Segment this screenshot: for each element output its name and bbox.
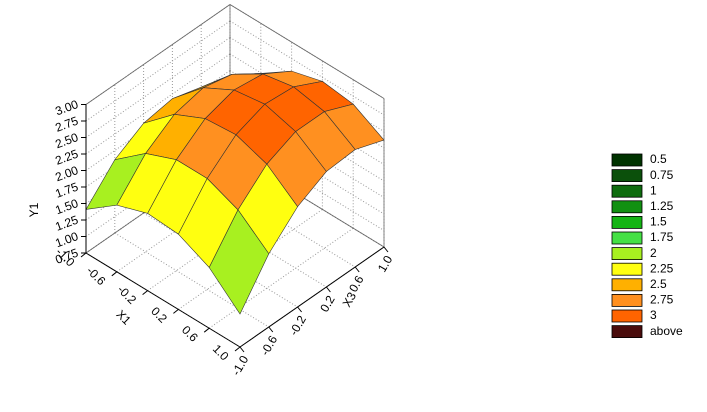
legend-swatch	[611, 309, 643, 323]
z-grid-line	[85, 37, 231, 138]
legend-swatch	[611, 169, 643, 183]
x-tick-label: 0.6	[179, 323, 201, 345]
z-grid-line	[85, 20, 231, 122]
legend-swatch	[611, 231, 643, 245]
x-axis-label: X1	[113, 307, 134, 328]
legend-label: 1.5	[650, 215, 667, 229]
legend-label: 0.5	[650, 152, 667, 166]
legend-label: 1.75	[650, 230, 674, 244]
y-tick-label: -0.2	[286, 313, 309, 338]
y-tick	[326, 286, 331, 293]
z-axis-label: Y1	[27, 202, 41, 217]
y-tick	[268, 326, 274, 333]
y-tick	[354, 266, 360, 273]
y-grid-line	[114, 232, 270, 328]
legend-swatch	[611, 325, 643, 339]
y-tick-label: 0.2	[317, 293, 338, 315]
y-tick	[297, 306, 302, 313]
legend-label: 2	[650, 246, 657, 260]
x-tick	[203, 327, 210, 333]
legend-swatch	[611, 184, 643, 198]
axis-line	[239, 246, 385, 348]
legend-swatch	[611, 215, 643, 229]
y-tick	[383, 246, 389, 253]
x-tick-label: 1.0	[210, 342, 232, 364]
x-tick-label: 0.2	[148, 304, 170, 326]
box-edge	[85, 4, 231, 105]
legend-swatch	[611, 153, 643, 167]
z-grid-line	[85, 53, 231, 155]
x-grid-line	[208, 227, 354, 329]
legend-swatch	[611, 247, 643, 261]
legend-label: 1.25	[650, 199, 674, 213]
legend-label: 1	[650, 183, 657, 197]
box-edge	[229, 4, 385, 99]
legend-swatch	[611, 200, 643, 214]
x-tick	[173, 309, 179, 314]
x-tick-label: -0.2	[115, 282, 140, 307]
legend-swatch	[611, 293, 643, 307]
y-tick-label: 1.0	[375, 253, 396, 275]
z-tick-label: 3.00	[53, 97, 80, 118]
legend-label: 2.75	[650, 293, 674, 307]
x-tick	[111, 271, 118, 277]
legend-swatch	[611, 278, 643, 292]
y-tick-label: -0.6	[258, 333, 281, 358]
legend-label: 2.25	[650, 261, 674, 275]
z-grid-line	[229, 20, 385, 116]
surface-patch	[208, 209, 270, 315]
legend-label: 2.5	[650, 277, 667, 291]
y-axis-label: X3	[340, 289, 360, 309]
legend-label: 3	[650, 308, 657, 322]
y-tick-label: -1.0	[229, 353, 252, 378]
legend-label: above	[650, 324, 683, 338]
y-tick	[239, 346, 245, 353]
x-tick	[142, 290, 148, 295]
axis-line	[85, 252, 241, 348]
x-tick	[80, 252, 87, 258]
legend-swatch	[611, 262, 643, 276]
legend-label: 0.75	[650, 168, 674, 182]
x-tick	[234, 346, 241, 352]
x-tick-label: -0.6	[84, 264, 109, 289]
